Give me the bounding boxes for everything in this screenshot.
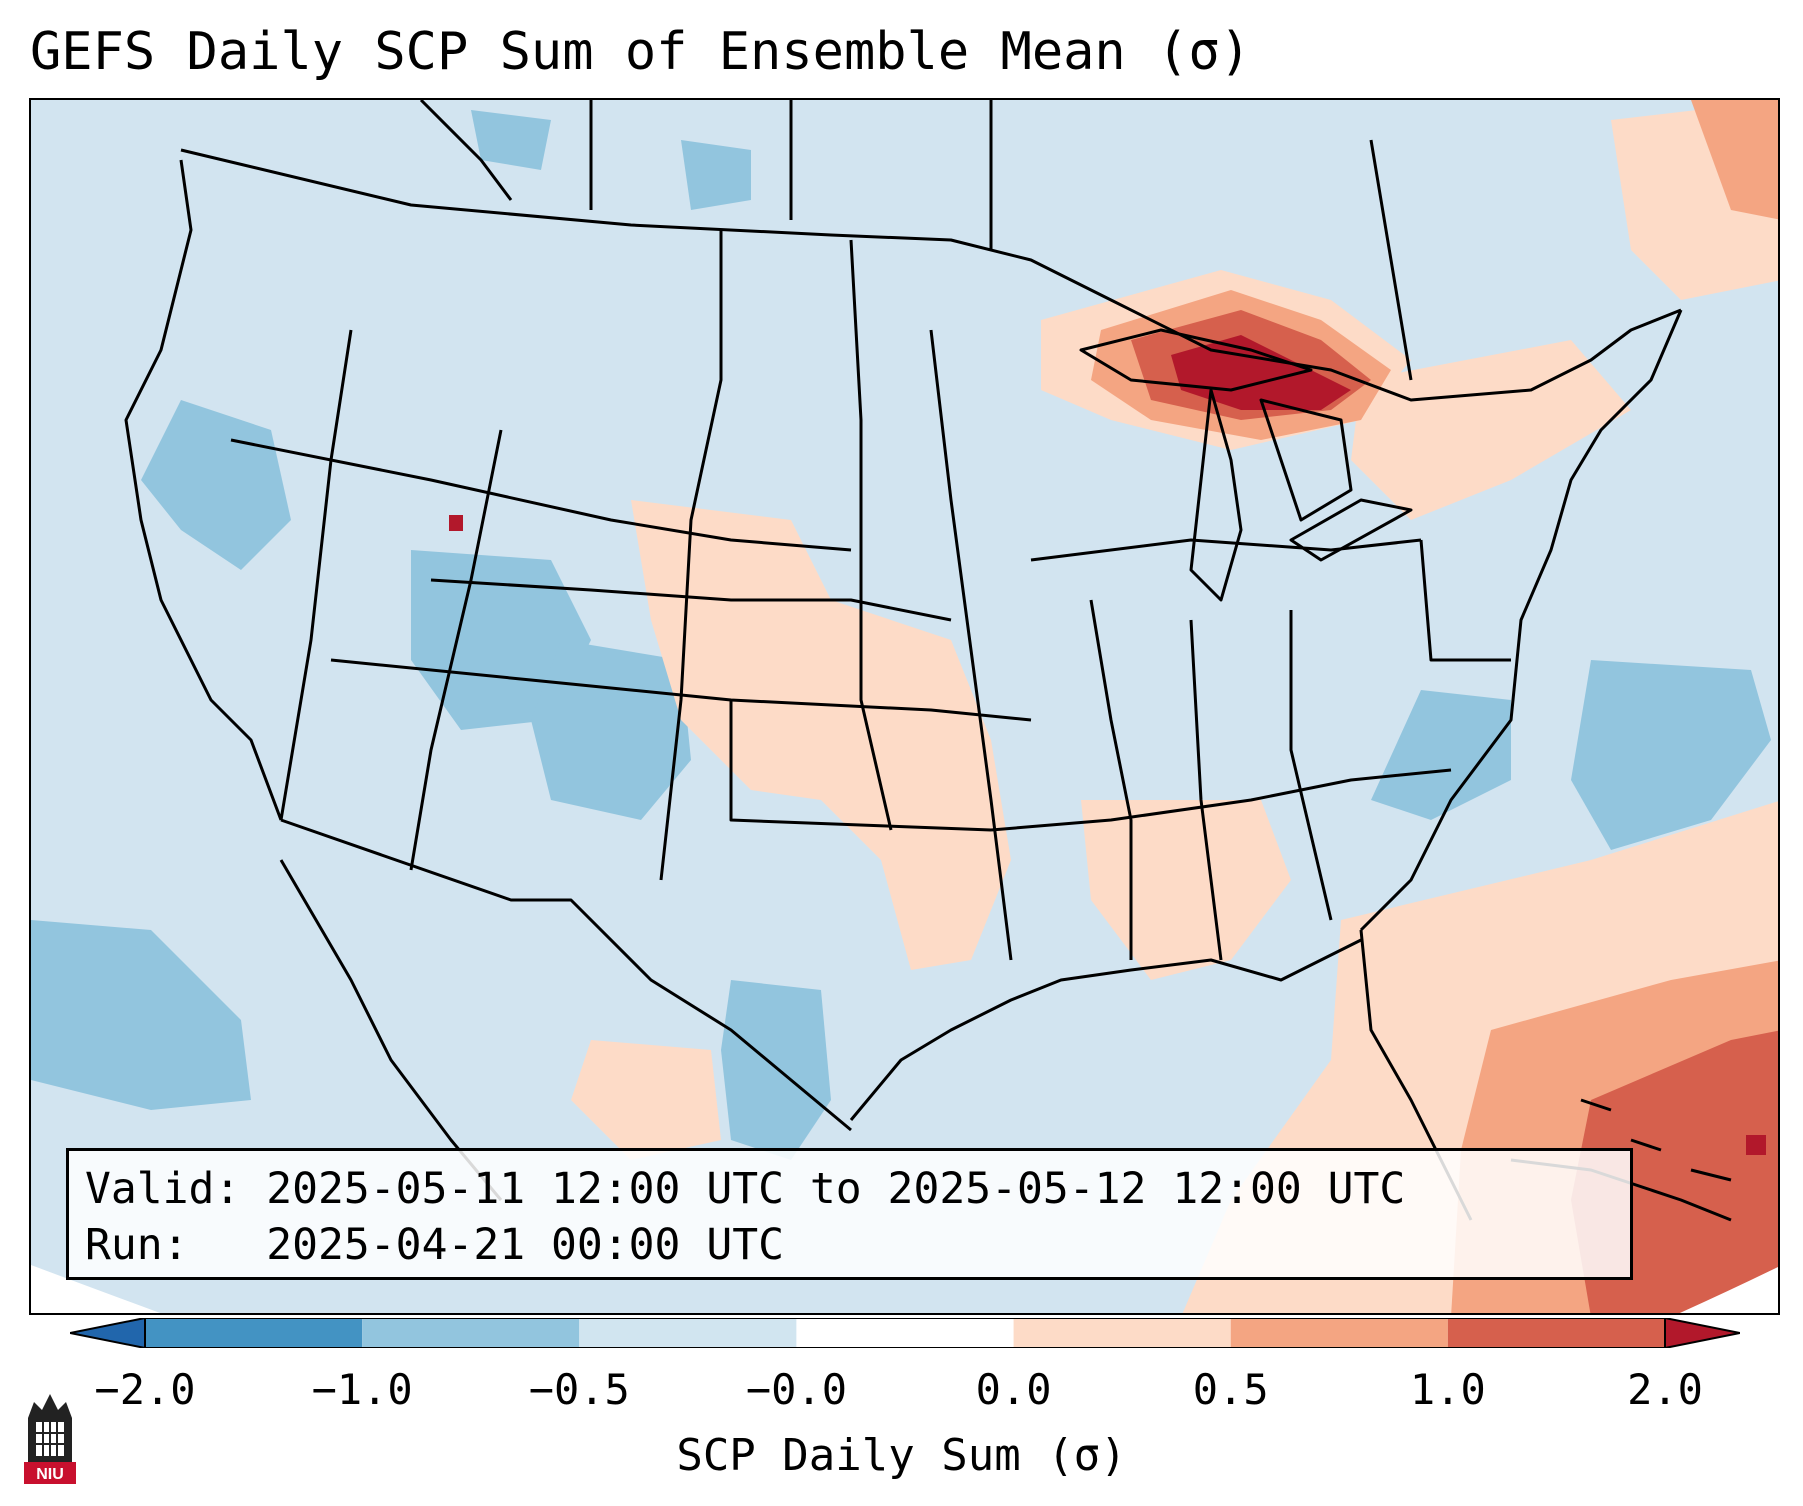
canada-province-line xyxy=(419,100,513,201)
state-line-12 xyxy=(1189,619,1223,961)
texas-mexico-border xyxy=(280,818,852,1132)
state-line-3 xyxy=(409,429,503,871)
canada-province-line-5 xyxy=(1369,139,1413,381)
gulf-coast xyxy=(849,938,1362,1121)
valid-value: 2025-05-11 12:00 UTC to 2025-05-12 12:00… xyxy=(266,1164,1406,1214)
positive-anomaly-northeast xyxy=(1351,340,1631,520)
colorbar-segments xyxy=(70,1318,1740,1348)
great-lakes-michigan xyxy=(1189,388,1243,602)
east-coast xyxy=(1359,309,1683,932)
map-edge-right xyxy=(1679,1266,1778,1313)
state-line-9 xyxy=(729,700,992,832)
great-lakes-erie xyxy=(1289,498,1413,562)
dark-red-great-lakes xyxy=(1171,335,1351,410)
colorbar-label: SCP Daily Sum (σ) xyxy=(676,1430,1127,1481)
great-lakes-superior xyxy=(1079,328,1313,392)
west-coast xyxy=(124,159,283,821)
state-line-2 xyxy=(279,329,353,821)
map-panel xyxy=(29,98,1780,1315)
colorbar-segment xyxy=(796,1318,1014,1348)
colorbar-tick-label: −2.0 xyxy=(94,1365,196,1414)
salmon-canada-east xyxy=(1691,100,1778,220)
negative-anomaly-west xyxy=(141,400,291,570)
negative-anomaly-pacific-nw xyxy=(471,110,551,170)
positive-anomaly-midsouth xyxy=(1081,800,1291,980)
colorbar-tick-label: 2.0 xyxy=(1627,1365,1703,1414)
dark-red-caribbean-cell xyxy=(1746,1135,1766,1155)
colorbar-extend-max xyxy=(1664,1318,1740,1348)
colorbar-segment xyxy=(145,1318,363,1348)
state-line-1 xyxy=(230,438,852,552)
great-lakes-huron xyxy=(1259,398,1353,522)
state-line-15 xyxy=(1419,539,1511,662)
positive-anomaly-plains xyxy=(631,500,1011,970)
colorbar-segment xyxy=(1230,1318,1448,1348)
colorbar-tick-label: 0.0 xyxy=(975,1365,1052,1414)
colorbar-segment xyxy=(1013,1318,1231,1348)
logo-text: NIU xyxy=(36,1466,64,1483)
colorbar-tick-label: 1.0 xyxy=(1409,1365,1486,1414)
negative-anomaly-northern-plains xyxy=(681,140,751,210)
negative-anomaly-pacific xyxy=(31,920,251,1110)
colorbar-tick-label: 0.5 xyxy=(1192,1365,1269,1414)
state-line-11 xyxy=(1089,599,1133,960)
map-title: GEFS Daily SCP Sum of Ensemble Mean (σ) xyxy=(30,22,1251,82)
state-line-8 xyxy=(929,329,1013,961)
colorbar xyxy=(70,1318,1740,1348)
negative-anomaly-virginia xyxy=(1371,690,1511,820)
colorbar-tick-label: −1.0 xyxy=(311,1365,413,1414)
niu-tower-icon: NIU xyxy=(24,1394,76,1484)
valid-label: Valid: xyxy=(85,1164,241,1214)
colorbar-border xyxy=(144,1318,1666,1348)
state-line-13 xyxy=(1289,610,1333,921)
bahamas xyxy=(1580,1098,1732,1182)
colorbar-segment xyxy=(1447,1318,1665,1348)
negative-anomaly-texas xyxy=(721,980,831,1160)
us-canada-border xyxy=(180,148,1682,402)
validity-info-box: Valid: 2025-05-11 12:00 UTC to 2025-05-1… xyxy=(66,1148,1633,1280)
state-line-14 xyxy=(1030,538,1422,562)
field-patches xyxy=(31,100,1778,1313)
negative-anomaly-atlantic xyxy=(1571,660,1771,850)
colorbar-tick-label: −0.0 xyxy=(745,1365,847,1414)
map-svg xyxy=(31,100,1778,1313)
map-edge-left xyxy=(31,1265,161,1313)
colorbar-segment xyxy=(579,1318,797,1348)
dark-red-utah-cell xyxy=(449,515,463,531)
state-line-7 xyxy=(849,239,893,831)
colorbar-extend-min xyxy=(70,1318,146,1348)
run-value: 2025-04-21 00:00 UTC xyxy=(266,1220,784,1270)
valid-row: Valid: 2025-05-11 12:00 UTC to 2025-05-1… xyxy=(85,1161,1630,1217)
state-line-10 xyxy=(990,768,1452,832)
state-line-6 xyxy=(659,230,723,881)
state-line-4 xyxy=(430,578,952,622)
run-row: Run: 2025-04-21 00:00 UTC xyxy=(85,1217,1630,1273)
colorbar-tick-label: −0.5 xyxy=(528,1365,630,1414)
colorbar-segment xyxy=(362,1318,580,1348)
run-label: Run: xyxy=(85,1220,189,1270)
positive-anomaly-mexico xyxy=(571,1040,721,1160)
